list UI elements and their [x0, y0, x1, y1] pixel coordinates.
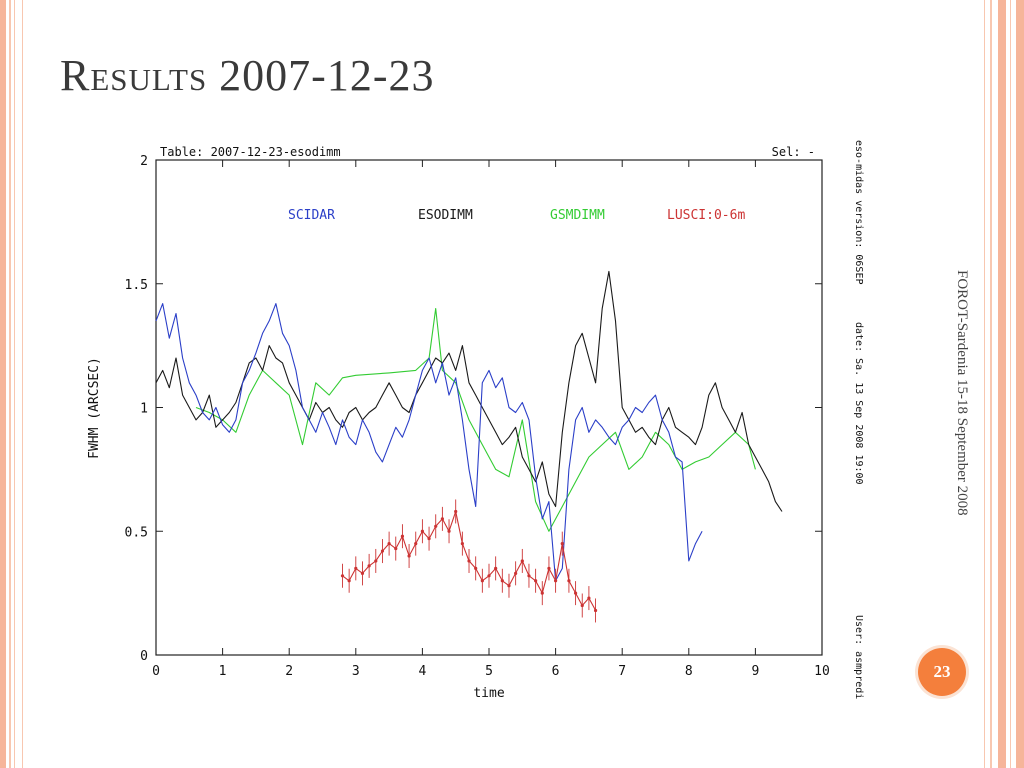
data-point [427, 537, 431, 541]
slide-title: Results 2007-12-23 [60, 51, 435, 100]
user-label: User: asmpredi [853, 615, 864, 699]
data-point [514, 571, 518, 575]
x-tick-label: 1 [219, 664, 227, 679]
data-point [500, 579, 504, 583]
x-axis-ticks: 0 1 2 3 4 5 6 7 8 9 10 [152, 160, 830, 679]
page-number: 23 [933, 662, 951, 681]
x-tick-label: 5 [485, 664, 493, 679]
data-point [547, 566, 551, 570]
data-point [460, 542, 464, 546]
data-point [534, 579, 538, 583]
data-point [587, 596, 591, 600]
data-point [593, 608, 598, 613]
x-tick-label: 10 [814, 664, 830, 679]
y-tick-label: 1.5 [125, 278, 148, 293]
data-point [554, 579, 558, 583]
y-tick-label: 0 [140, 649, 148, 664]
sel-label: Sel: - [772, 145, 815, 159]
series-line [155, 303, 703, 582]
chart-legend: SCIDAR ESODIMM GSMDIMM LUSCI:0-6m [288, 208, 745, 223]
data-point [474, 566, 478, 570]
data-point [560, 542, 564, 546]
legend-item: LUSCI:0-6m [667, 208, 745, 223]
y-tick-label: 1 [140, 402, 148, 417]
series-group [340, 499, 598, 623]
page-number-badge: 23 [918, 648, 966, 696]
data-point [420, 529, 424, 533]
data-point [400, 534, 405, 538]
x-tick-label: 4 [418, 664, 426, 679]
series-line [155, 270, 783, 512]
left-decorative-frame [0, 0, 28, 768]
data-point [447, 529, 451, 533]
data-point [354, 566, 358, 570]
series-line [195, 307, 756, 532]
data-point [467, 559, 471, 563]
table-label: Table: 2007-12-23-esodimm [160, 145, 341, 159]
data-point [367, 564, 371, 568]
x-tick-label: 7 [618, 664, 626, 679]
y-tick-label: 2 [140, 154, 148, 169]
fwhm-chart: Table: 2007-12-23-esodimm Sel: - SCIDAR E… [80, 130, 880, 710]
series-layer [155, 270, 783, 623]
side-caption: FOROT-Sardenia 15-18 September 2008 [954, 270, 970, 516]
x-tick-label: 2 [285, 664, 293, 679]
data-point [520, 559, 524, 563]
data-point [573, 591, 578, 595]
legend-item: SCIDAR [288, 208, 335, 223]
data-point [380, 549, 385, 553]
data-point [440, 517, 444, 521]
data-point [434, 524, 438, 528]
legend-item: ESODIMM [418, 208, 473, 223]
x-tick-label: 9 [751, 664, 759, 679]
data-point [567, 579, 571, 583]
data-point [340, 574, 345, 578]
data-point [480, 579, 484, 583]
x-tick-label: 6 [552, 664, 560, 679]
legend-item: GSMDIMM [550, 208, 605, 223]
series-group [155, 270, 783, 512]
data-point [580, 603, 584, 608]
data-point [374, 559, 378, 563]
series-group [195, 307, 756, 532]
data-point [414, 542, 418, 546]
data-point [347, 579, 351, 583]
data-point [394, 546, 398, 551]
x-axis-label: time [473, 686, 504, 701]
date-label: date: Sa. 13 Sep 2008 19:00 [853, 322, 864, 485]
y-axis-label: FWHM (ARCSEC) [87, 357, 102, 459]
series-group [155, 303, 703, 582]
x-tick-label: 0 [152, 664, 160, 679]
data-point [487, 574, 491, 578]
x-tick-label: 3 [352, 664, 360, 679]
right-decorative-frame [984, 0, 1024, 768]
data-point [494, 566, 498, 570]
data-point [527, 574, 531, 578]
data-point [407, 554, 411, 558]
data-point [540, 591, 544, 595]
data-point [360, 571, 365, 575]
data-point [387, 542, 391, 546]
y-axis-ticks: 0 0.5 1 1.5 2 [125, 154, 822, 664]
version-label: eso-midas version: 06SEP [853, 140, 864, 285]
x-tick-label: 8 [685, 664, 693, 679]
data-point [454, 509, 458, 514]
data-point [507, 584, 511, 588]
y-tick-label: 0.5 [125, 525, 148, 540]
